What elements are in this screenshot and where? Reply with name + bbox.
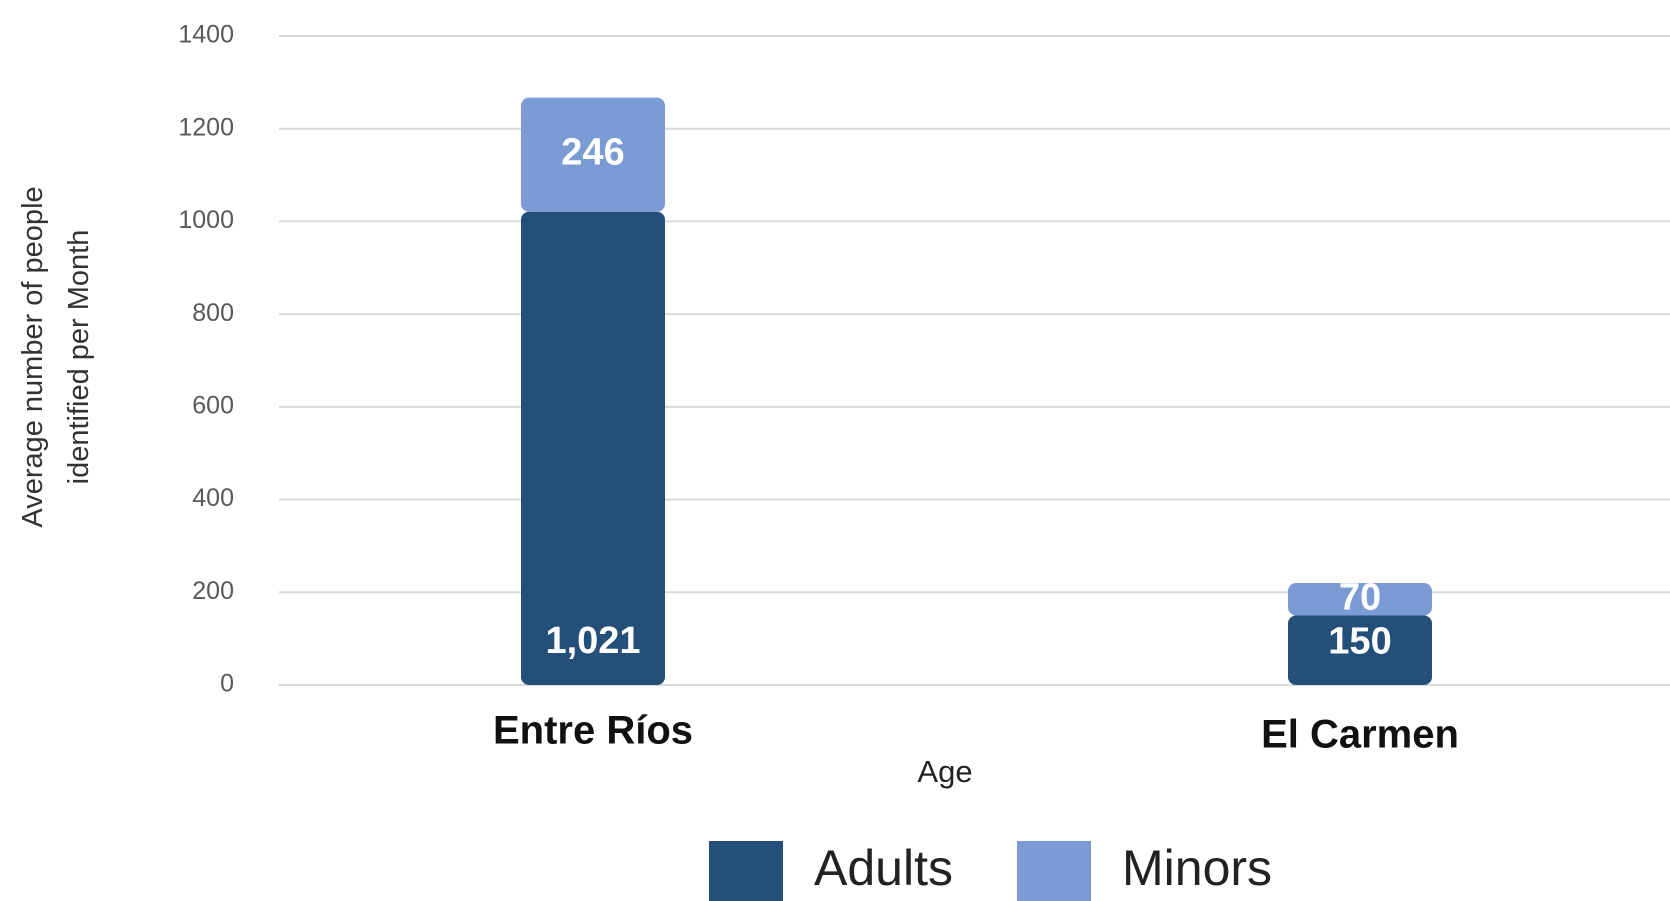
bar-segment	[521, 211, 665, 685]
x-axis-label: Age	[917, 754, 972, 789]
data-label: 246	[561, 132, 624, 174]
bar-segment	[1288, 615, 1432, 685]
data-label: 70	[1339, 576, 1381, 618]
bar-segment	[521, 97, 665, 212]
y-tick-label: 600	[192, 391, 234, 419]
y-tick-label: 1000	[178, 206, 234, 234]
x-tick-label: Entre Ríos	[493, 709, 693, 753]
legend-label: Adults	[814, 840, 953, 896]
legend-swatch	[1017, 841, 1091, 901]
y-tick-label: 1200	[178, 113, 234, 141]
y-axis-label-line: Average number of people	[17, 186, 49, 527]
y-tick-label: 800	[192, 299, 234, 327]
bar-segment	[1288, 583, 1432, 616]
y-axis-label: Average number of people identified per M…	[17, 186, 95, 527]
legend-label: Minors	[1122, 840, 1272, 896]
legend-swatch	[709, 841, 783, 901]
data-label: 1,021	[545, 620, 640, 662]
x-tick-label: El Carmen	[1261, 713, 1459, 757]
y-axis-label-line: identified per Month	[63, 230, 95, 485]
y-tick-label: 0	[220, 670, 234, 698]
y-tick-label: 400	[192, 484, 234, 512]
y-tick-label: 200	[192, 577, 234, 605]
y-tick-label: 1400	[178, 21, 234, 49]
data-label: 150	[1328, 620, 1391, 662]
